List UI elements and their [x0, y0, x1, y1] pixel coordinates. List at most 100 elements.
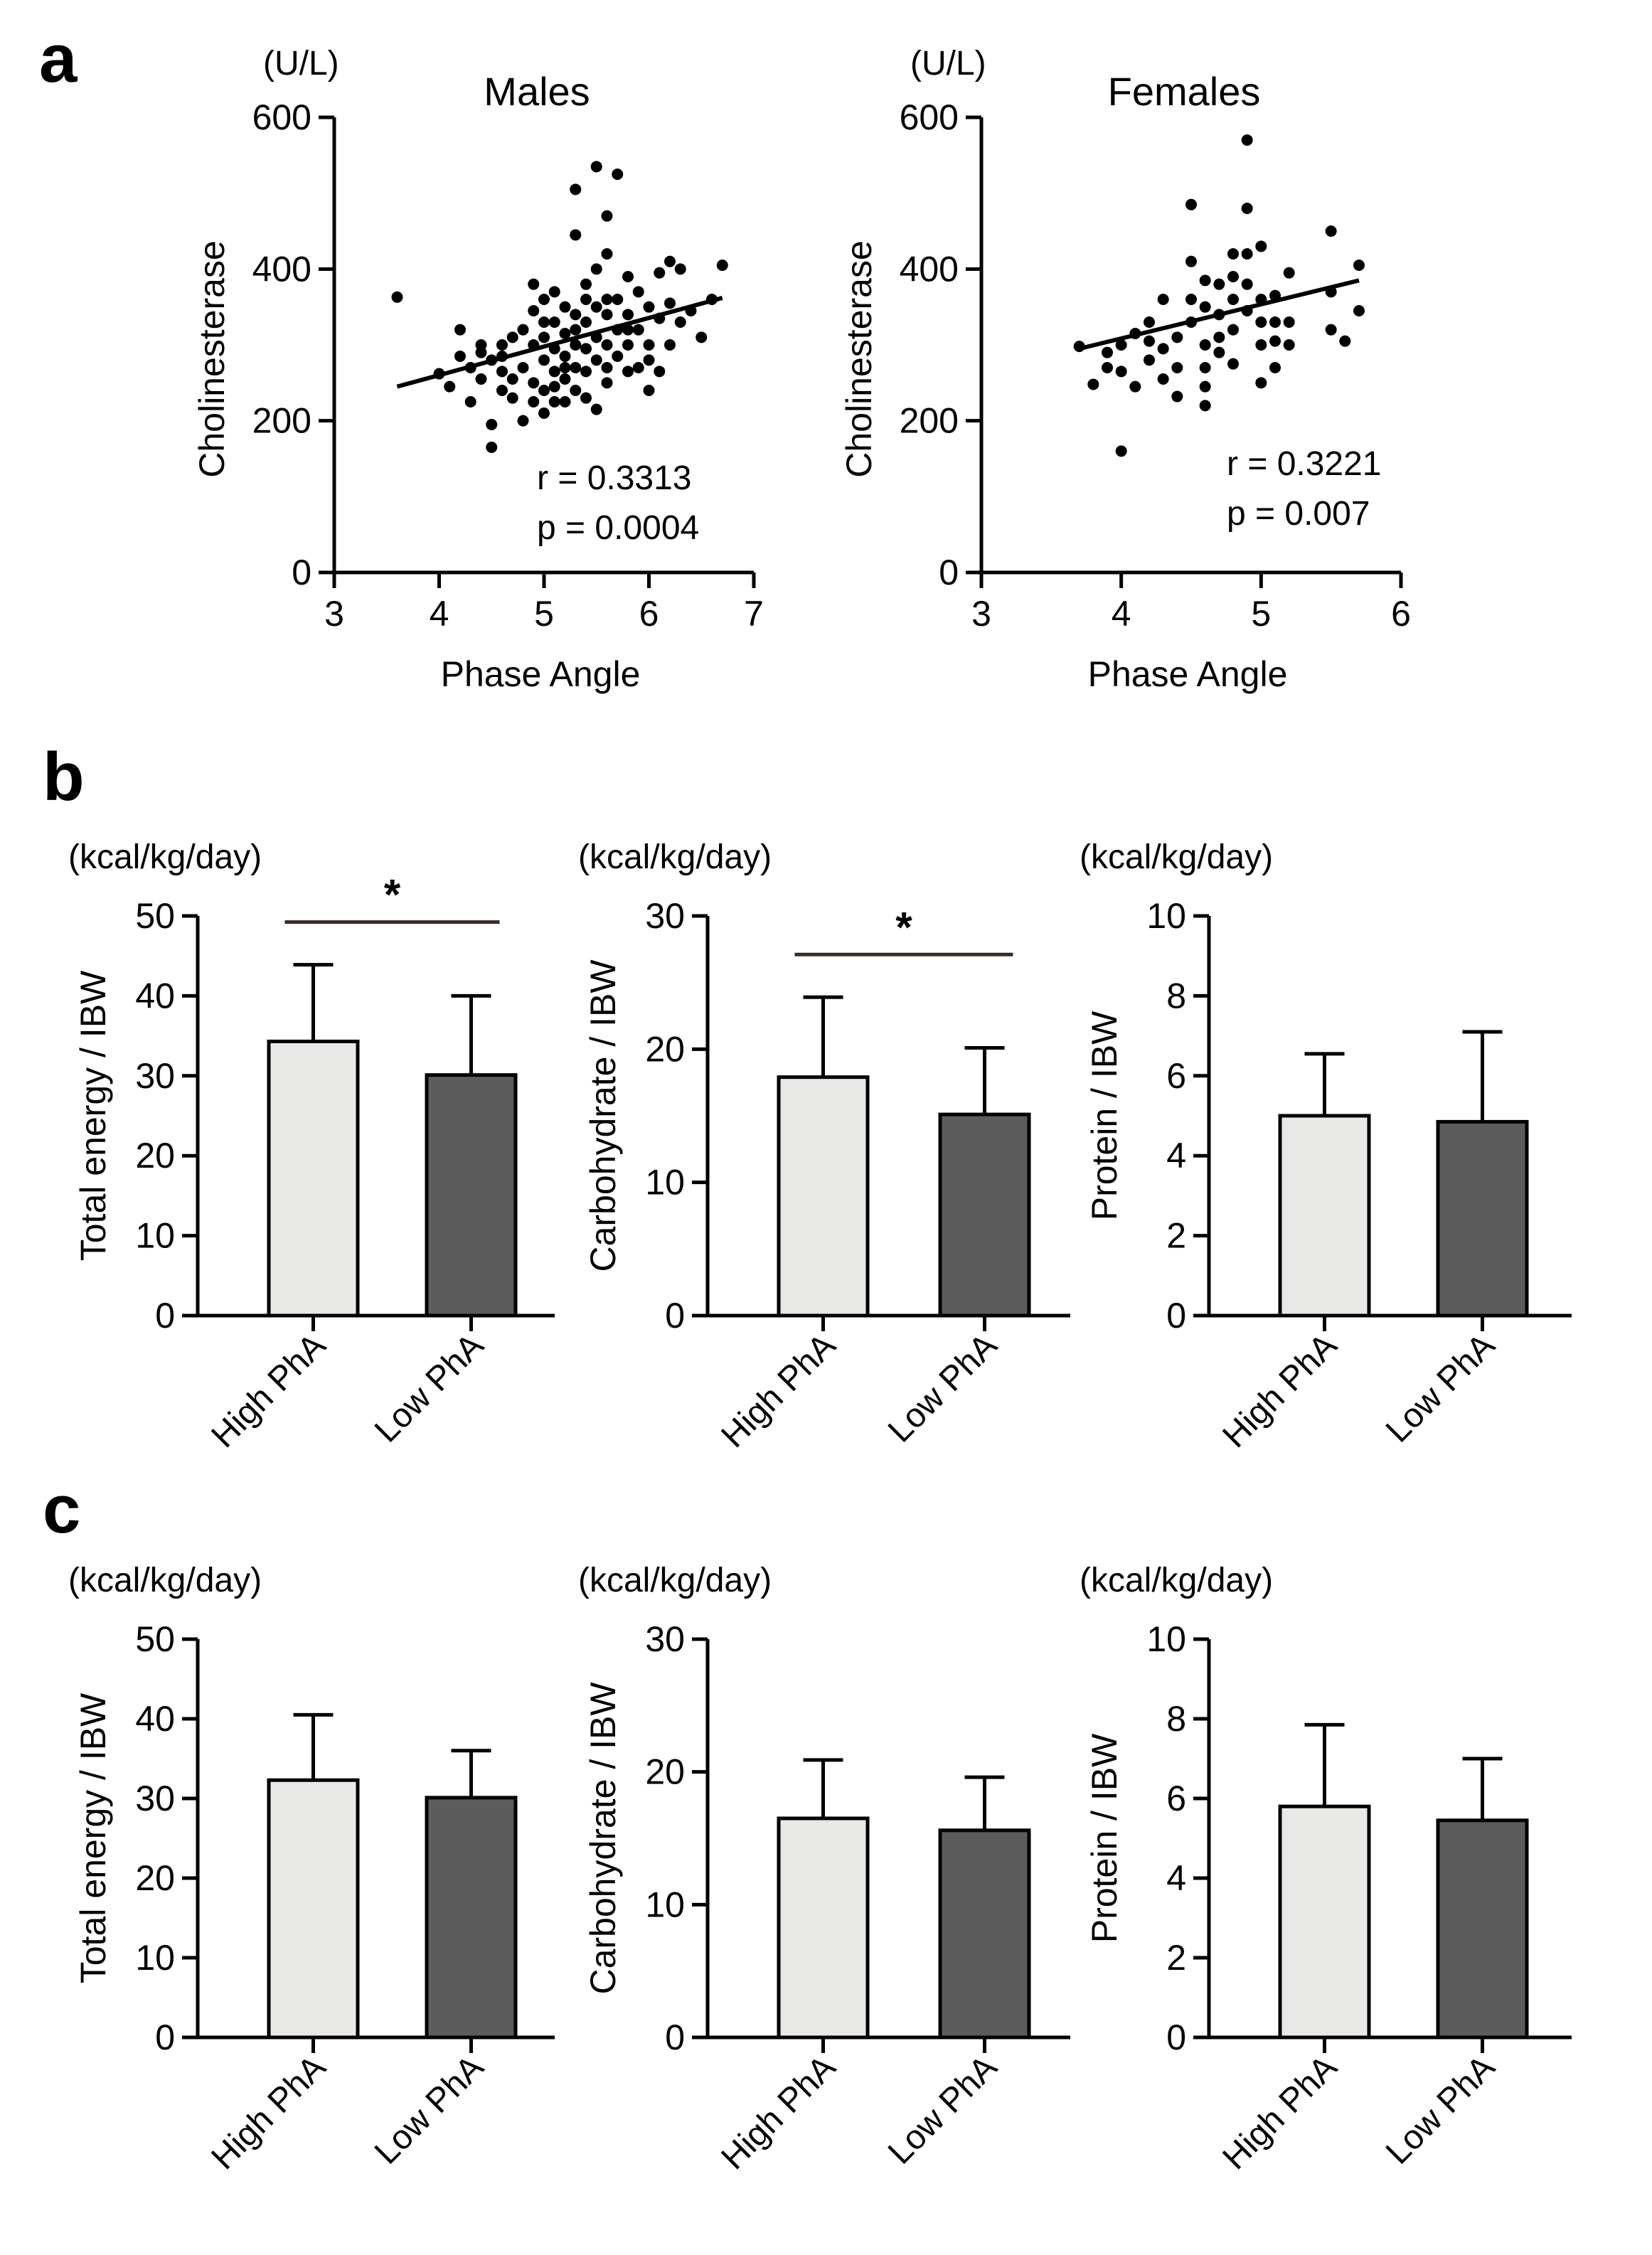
y-tick-label: 0 [665, 2017, 685, 2057]
category-label: High PhA [1215, 2048, 1344, 2177]
panel-label-a: a [39, 21, 78, 97]
y-tick-label: 0 [155, 1296, 175, 1336]
y-axis-label: Total energy / IBW [73, 970, 113, 1261]
data-point [622, 366, 634, 378]
stat-label: p = 0.007 [1227, 495, 1370, 533]
data-point [590, 354, 602, 366]
y-axis-label: Cholinesterase [192, 240, 232, 478]
data-point [1199, 400, 1211, 412]
data-point [1227, 271, 1239, 282]
data-point [1115, 445, 1127, 457]
bar-low-pha [425, 1073, 518, 1318]
data-point [1283, 316, 1295, 328]
data-point [506, 373, 518, 385]
data-point [444, 380, 456, 393]
data-point [433, 368, 445, 380]
data-point [1199, 274, 1211, 287]
y-tick-label: 2 [1166, 1938, 1186, 1978]
category-label: Low PhA [1379, 2048, 1502, 2171]
data-point [506, 392, 518, 404]
data-point [1269, 362, 1281, 373]
data-point [559, 396, 571, 407]
data-point [1171, 390, 1183, 403]
data-point [674, 263, 686, 275]
stat-label: r = 0.3313 [537, 459, 692, 497]
data-point [570, 229, 582, 241]
bar-high-pha [267, 1778, 360, 2040]
data-point [1269, 289, 1281, 302]
data-point [580, 366, 592, 378]
data-point [1227, 294, 1239, 305]
bar-high-pha [777, 1816, 870, 2040]
data-point [1283, 267, 1295, 279]
data-point [1325, 324, 1337, 336]
bar-low-pha [1436, 1119, 1529, 1318]
data-point [1171, 331, 1183, 343]
y-tick-label: 10 [645, 1885, 685, 1924]
stat-label: r = 0.3221 [1227, 445, 1382, 483]
bar-low-pha [1436, 1818, 1529, 2040]
data-point [528, 377, 540, 389]
chart-females: 0 200 400 600 3 4 5 6 (U/L) Females Phase Angle Cho… [839, 45, 1411, 694]
data-point [506, 331, 518, 343]
data-point [580, 316, 592, 328]
x-tick-label: 6 [639, 594, 659, 634]
data-point [538, 385, 550, 396]
y-tick-label: 20 [135, 1858, 175, 1898]
data-point [1241, 248, 1253, 260]
data-point [1144, 354, 1155, 366]
x-tick-label: 4 [430, 594, 449, 634]
y-tick-label: 6 [1166, 1056, 1186, 1096]
category-label: High PhA [204, 1326, 333, 1455]
data-point [517, 324, 529, 336]
data-point [528, 339, 540, 351]
data-point [622, 309, 634, 321]
data-point [1171, 362, 1183, 373]
data-point [1185, 294, 1197, 305]
data-point [601, 248, 613, 260]
data-point [1157, 373, 1169, 385]
significance-star: * [895, 903, 912, 951]
y-tick-label: 8 [1166, 1699, 1186, 1739]
data-point [1199, 380, 1211, 393]
data-point [664, 297, 676, 309]
y-tick-label: 0 [1166, 1296, 1186, 1336]
data-point [590, 263, 602, 275]
data-point [1325, 286, 1337, 298]
data-point [1185, 198, 1197, 210]
x-tick-label: 5 [534, 594, 554, 634]
data-point [706, 294, 718, 305]
y-tick-label: 50 [135, 1619, 175, 1659]
bar-low-pha [938, 1828, 1031, 2040]
data-point [570, 362, 582, 373]
data-point [643, 354, 655, 366]
y-tick-label: 0 [155, 2017, 175, 2057]
data-point [1227, 358, 1239, 370]
data-point [685, 305, 697, 316]
data-point [1241, 134, 1253, 146]
y-unit-label: (kcal/kg/day) [68, 838, 262, 876]
y-unit-label: (kcal/kg/day) [578, 1562, 772, 1599]
data-point [1199, 301, 1211, 313]
y-unit-label: (kcal/kg/day) [68, 1562, 262, 1599]
y-tick-label: 0 [939, 553, 959, 592]
data-point [601, 210, 613, 222]
y-axis-label: Protein / IBW [1085, 1011, 1124, 1220]
y-tick-label: 20 [645, 1752, 685, 1792]
data-point [654, 366, 666, 378]
category-label: High PhA [714, 2048, 843, 2177]
data-point [496, 385, 508, 396]
y-axis-label: Total energy / IBW [73, 1692, 113, 1983]
data-point [1325, 225, 1337, 237]
data-point [391, 291, 403, 303]
data-point [528, 305, 540, 316]
data-point [517, 362, 529, 373]
data-point [601, 339, 613, 351]
category-label: Low PhA [881, 1326, 1004, 1449]
category-label: High PhA [204, 2048, 333, 2177]
category-label: High PhA [714, 1326, 843, 1455]
data-point [1102, 346, 1113, 358]
data-point [601, 377, 613, 389]
data-point [612, 294, 624, 305]
y-unit-label: (U/L) [910, 45, 986, 82]
